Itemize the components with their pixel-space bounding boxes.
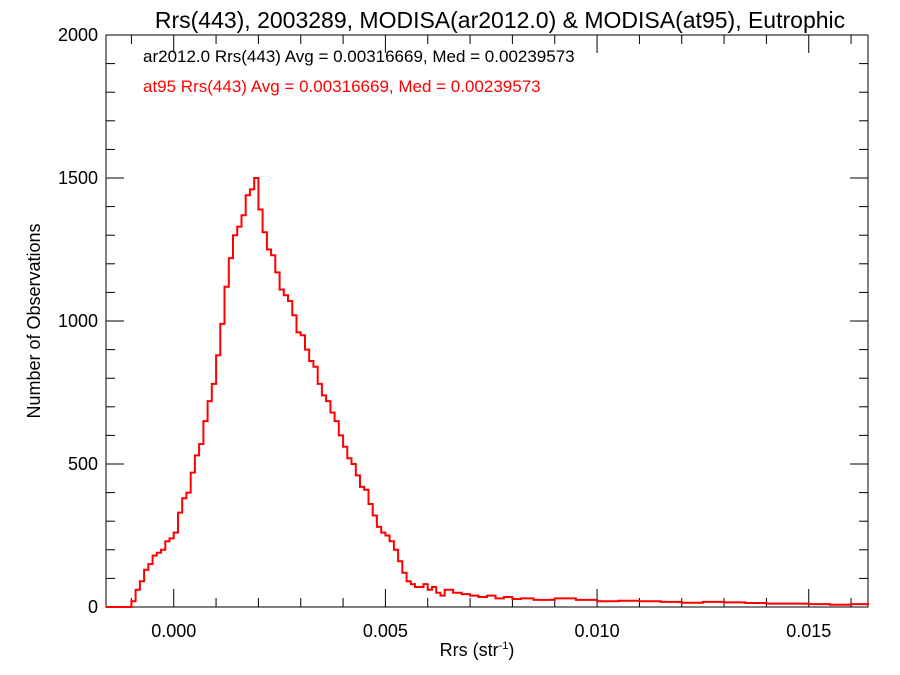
x-tick-label: 0.005	[363, 621, 408, 641]
series-layer	[106, 177, 869, 608]
y-axis-label: Number of Observations	[24, 223, 44, 418]
x-axis-label-superscript: -1	[499, 640, 509, 652]
plot-frame	[105, 34, 869, 608]
x-axis-label-main: Rrs (str	[440, 640, 499, 660]
y-tick-label: 0	[88, 597, 98, 617]
plot-axes	[105, 34, 869, 608]
x-axis-label: Rrs (str-1)	[440, 640, 515, 660]
y-tick-label: 500	[68, 454, 98, 474]
y-tick-label: 1500	[58, 168, 98, 188]
x-axis-label-suffix: )	[508, 640, 514, 660]
y-tick-label: 2000	[58, 25, 98, 45]
y-tick-label: 1000	[58, 311, 98, 331]
x-tick-label: 0.015	[786, 621, 831, 641]
annotations: ar2012.0 Rrs(443) Avg = 0.00316669, Med …	[143, 47, 575, 96]
y-axis-ticks: 0 500 1000 1500 2000	[58, 25, 868, 617]
x-tick-label: 0.010	[575, 621, 620, 641]
histogram-series-line	[106, 177, 869, 608]
x-axis-ticks: 0.000 0.005 0.010 0.015	[130, 35, 852, 641]
x-tick-label: 0.000	[151, 621, 196, 641]
annotation-ar2012: ar2012.0 Rrs(443) Avg = 0.00316669, Med …	[143, 47, 575, 66]
annotation-at95: at95 Rrs(443) Avg = 0.00316669, Med = 0.…	[143, 77, 541, 96]
chart-title: Rrs(443), 2003289, MODISA(ar2012.0) & MO…	[155, 7, 845, 33]
